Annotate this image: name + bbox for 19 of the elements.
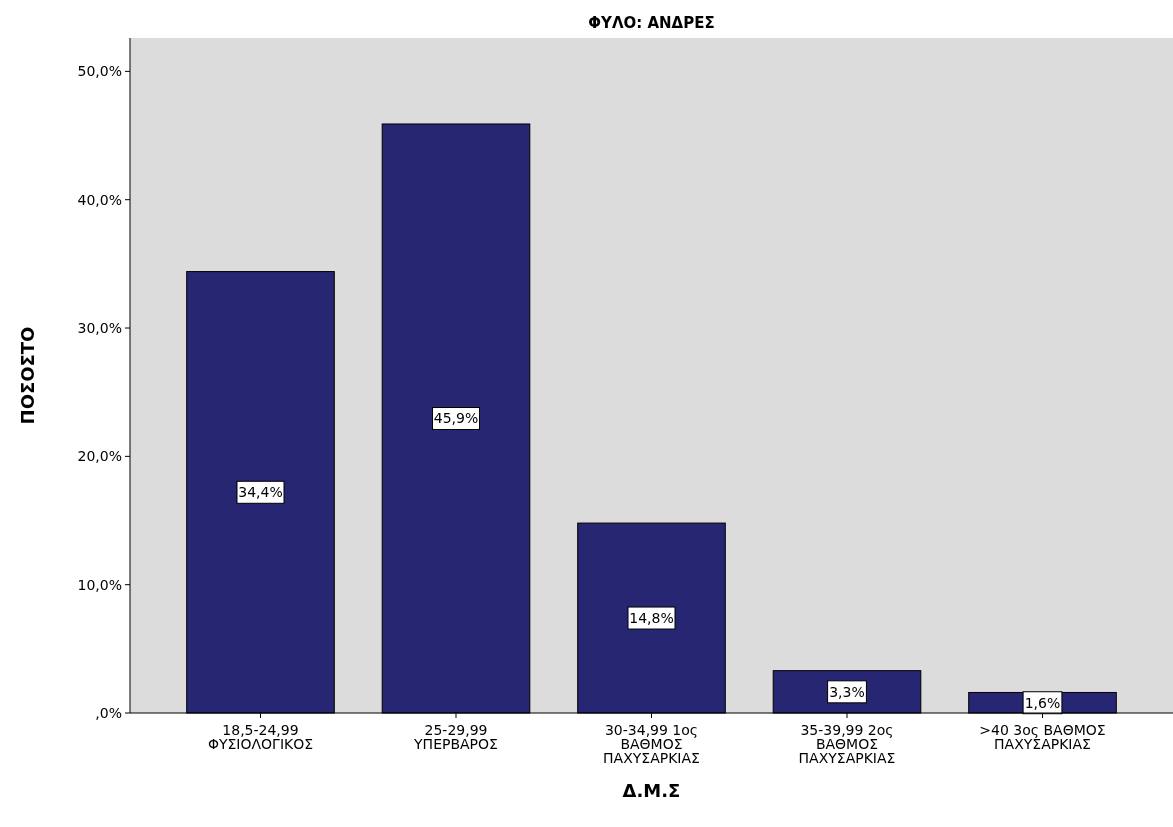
data-label: 3,3%: [829, 683, 865, 700]
x-tick-label: 35-39,99 2ος ΒΑΘΜΟΣ ΠΑΧΥΣΑΡΚΙΑΣ: [798, 722, 896, 766]
y-tick-label: 50,0%: [77, 63, 122, 80]
data-label: 14,8%: [629, 610, 674, 627]
x-tick-label: 18,5-24,99 ΦΥΣΙΟΛΟΓΙΚΟΣ: [207, 722, 314, 752]
data-label: 34,4%: [238, 484, 283, 501]
x-tick-label: >40 3ος ΒΑΘΜΟΣ ΠΑΧΥΣΑΡΚΙΑΣ: [979, 722, 1106, 752]
data-label: 1,6%: [1024, 694, 1061, 711]
x-tick-label: 25-29,99 ΥΠΕΡΒΑΡΟΣ: [413, 722, 498, 752]
x-axis-title: Δ.Μ.Σ: [622, 780, 681, 801]
y-tick-label: ,0%: [95, 705, 122, 721]
y-axis-title: ΠΟΣΟΣΤΟ: [17, 326, 38, 425]
y-tick-label: 40,0%: [77, 191, 122, 208]
chart-title: ΦΥΛΟ: ΑΝΔΡΕΣ: [588, 14, 715, 32]
y-tick-label: 20,0%: [77, 448, 122, 465]
y-tick-label: 10,0%: [77, 576, 122, 593]
data-label: 45,9%: [433, 410, 479, 427]
y-tick-label: 30,0%: [77, 320, 122, 337]
x-tick-label: 30-34,99 1ος ΒΑΘΜΟΣ ΠΑΧΥΣΑΡΚΙΑΣ: [603, 722, 700, 766]
